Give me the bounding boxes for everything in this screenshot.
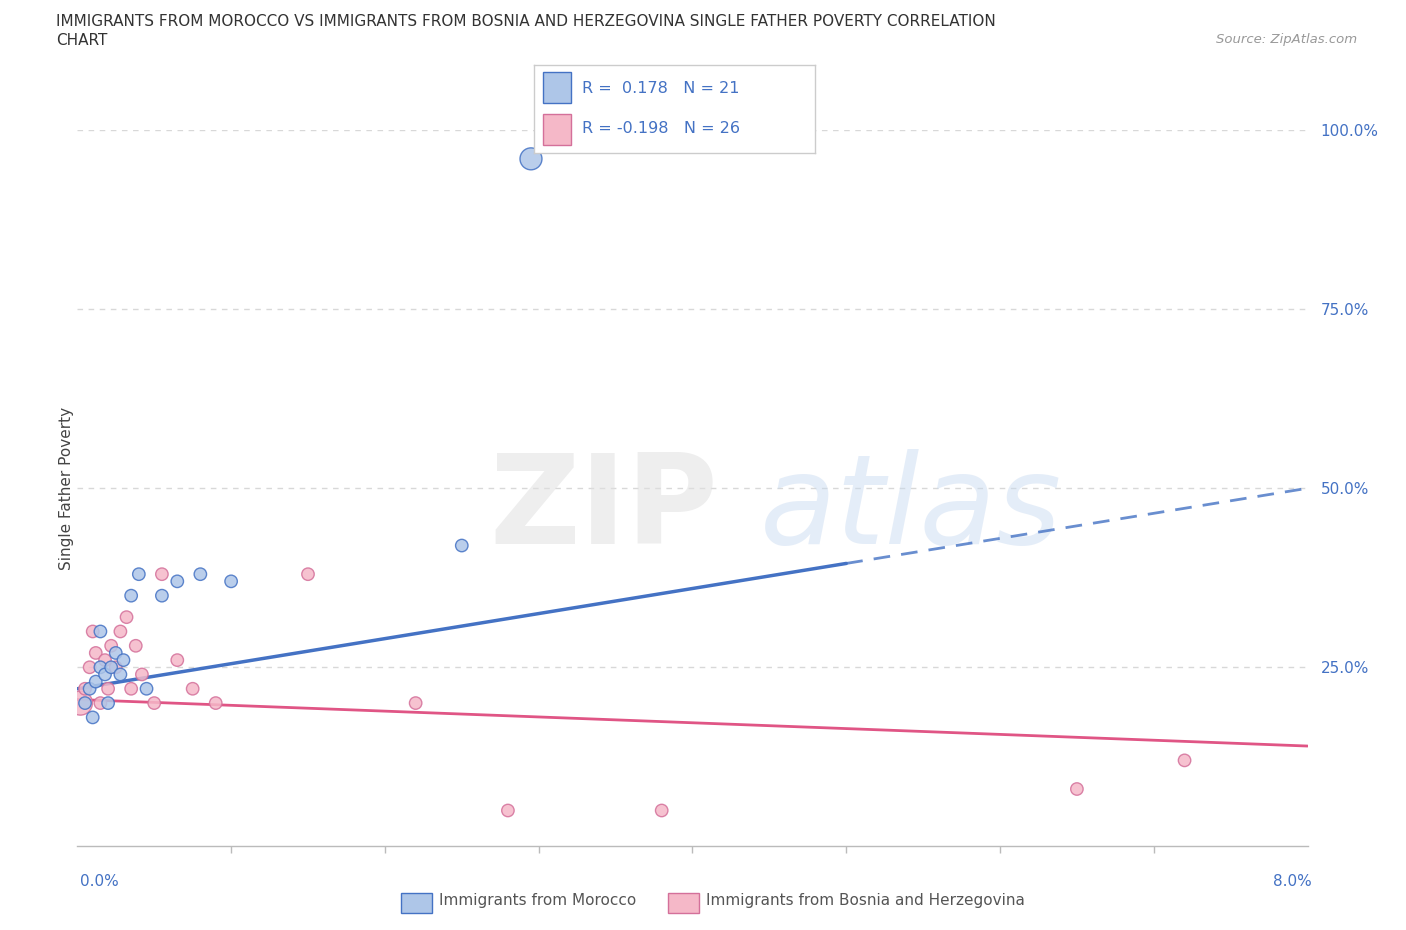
Text: R = -0.198   N = 26: R = -0.198 N = 26 xyxy=(582,121,740,136)
Text: 0.0%: 0.0% xyxy=(80,874,120,889)
Point xyxy=(450,538,472,553)
Point xyxy=(82,710,104,724)
Text: 8.0%: 8.0% xyxy=(1272,874,1312,889)
Point xyxy=(128,566,150,581)
Text: ZIP: ZIP xyxy=(489,449,718,570)
Point xyxy=(219,574,242,589)
Text: atlas: atlas xyxy=(761,449,1063,570)
Point xyxy=(135,682,157,697)
Point xyxy=(79,682,101,697)
FancyBboxPatch shape xyxy=(543,113,571,145)
Point xyxy=(89,624,111,639)
Text: R =  0.178   N = 21: R = 0.178 N = 21 xyxy=(582,81,740,96)
Point xyxy=(73,696,96,711)
Point xyxy=(94,653,117,668)
Point xyxy=(73,682,96,697)
Point xyxy=(112,653,135,668)
Point xyxy=(115,610,138,625)
Text: Immigrants from Morocco: Immigrants from Morocco xyxy=(439,893,636,908)
Point xyxy=(166,653,188,668)
Text: Source: ZipAtlas.com: Source: ZipAtlas.com xyxy=(1216,33,1357,46)
Point xyxy=(104,660,127,675)
Point xyxy=(120,589,142,604)
Point xyxy=(1066,781,1088,796)
Point xyxy=(84,674,107,689)
Point xyxy=(150,589,173,604)
Point xyxy=(97,696,120,711)
Text: IMMIGRANTS FROM MOROCCO VS IMMIGRANTS FROM BOSNIA AND HERZEGOVINA SINGLE FATHER : IMMIGRANTS FROM MOROCCO VS IMMIGRANTS FR… xyxy=(56,14,995,29)
Text: Immigrants from Bosnia and Herzegovina: Immigrants from Bosnia and Herzegovina xyxy=(706,893,1025,908)
Point xyxy=(79,660,101,675)
Point xyxy=(94,667,117,682)
Point xyxy=(204,696,226,711)
Point xyxy=(150,566,173,581)
Point xyxy=(125,638,148,653)
Point xyxy=(405,696,427,711)
Point xyxy=(104,645,127,660)
Point xyxy=(89,696,111,711)
Y-axis label: Single Father Poverty: Single Father Poverty xyxy=(59,406,73,570)
Text: CHART: CHART xyxy=(56,33,108,47)
Point xyxy=(496,804,519,818)
Point xyxy=(143,696,166,711)
Point xyxy=(82,624,104,639)
Point xyxy=(520,152,543,166)
Point xyxy=(97,682,120,697)
Point xyxy=(69,696,91,711)
Point xyxy=(84,645,107,660)
Point xyxy=(131,667,153,682)
Point xyxy=(1174,753,1197,768)
Point xyxy=(110,624,132,639)
FancyBboxPatch shape xyxy=(543,73,571,103)
Point xyxy=(181,682,204,697)
Point xyxy=(100,638,122,653)
Point xyxy=(297,566,319,581)
Point xyxy=(100,660,122,675)
Point xyxy=(120,682,142,697)
Point xyxy=(651,804,673,818)
Point xyxy=(166,574,188,589)
Point xyxy=(188,566,212,581)
Point xyxy=(110,667,132,682)
Point xyxy=(89,660,111,675)
